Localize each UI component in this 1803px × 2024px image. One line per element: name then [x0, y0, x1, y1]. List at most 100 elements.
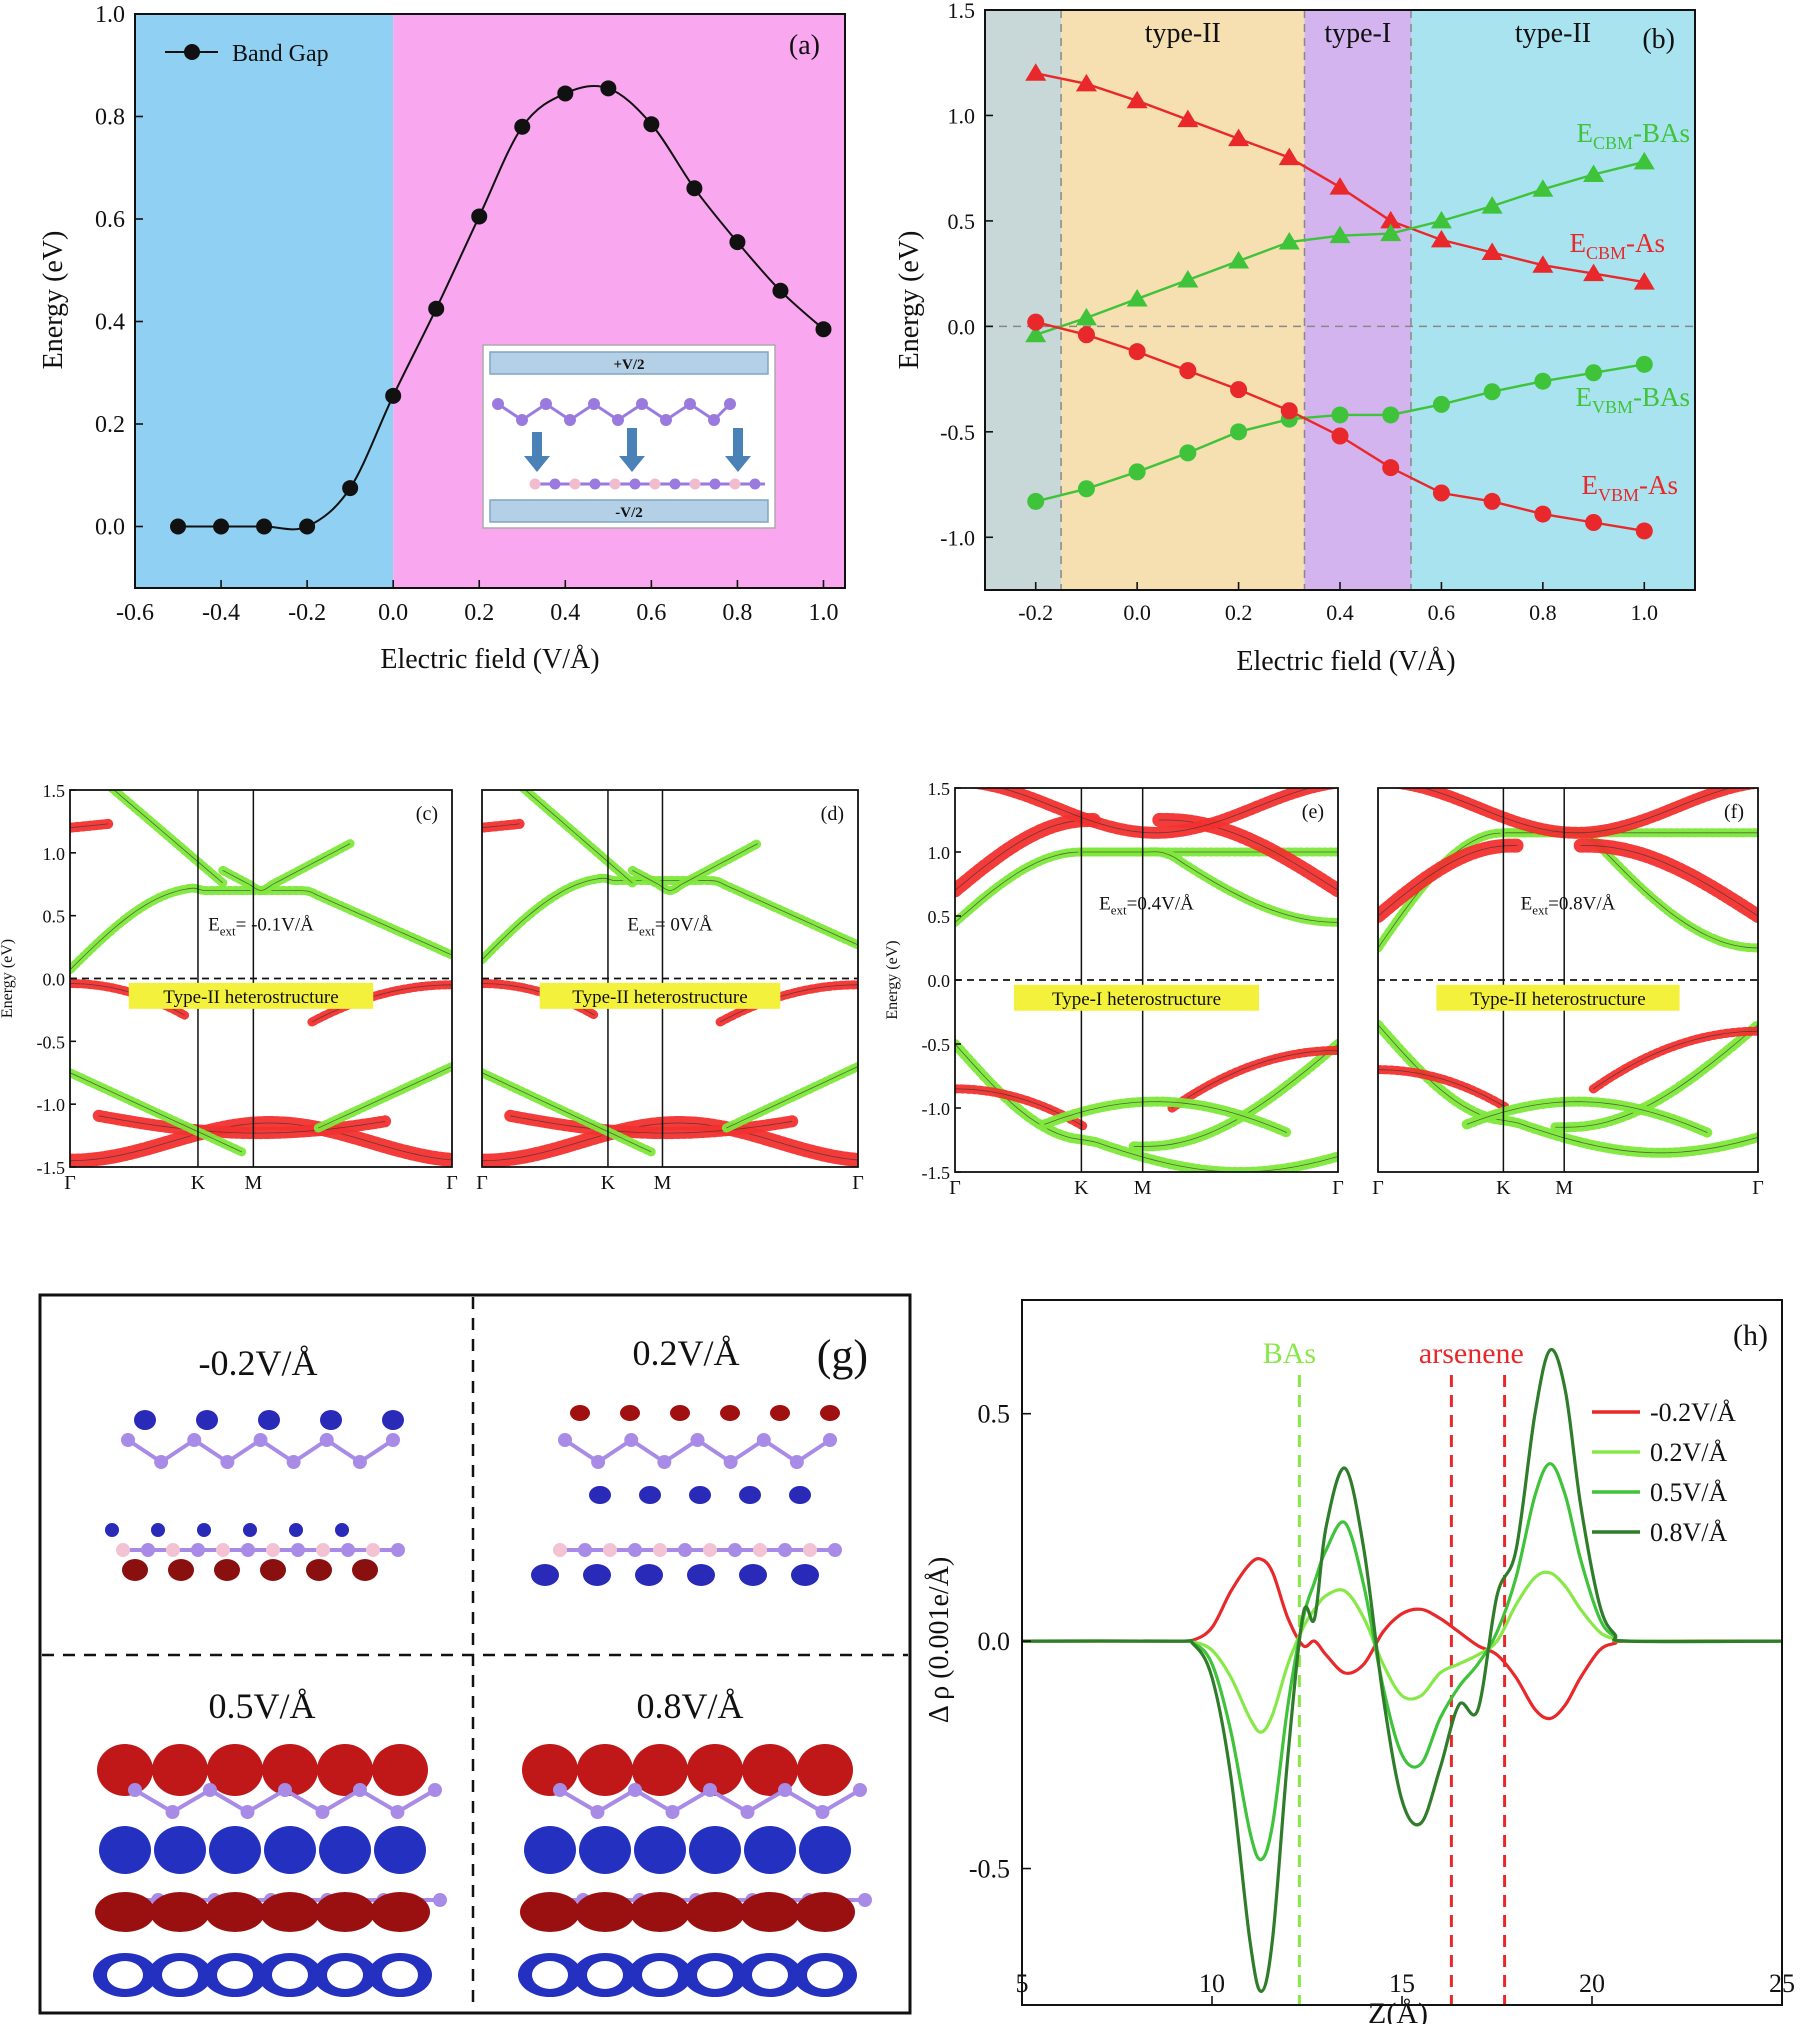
a-inset-top-label: +V/2: [613, 357, 644, 373]
b-series-1-point-11: [1583, 164, 1605, 183]
b-xtick-label-2: 0.2: [1225, 600, 1253, 625]
g-buckled-atom-4-3: [665, 1805, 680, 1819]
b-series-0-point-11: [1583, 263, 1605, 282]
d-field-label: Eext= 0V/Å: [627, 915, 712, 939]
band-structure-panels: Γ K M Γ (c) Eext= -0.1V/Å Type-II heterostruct…: [0, 779, 1764, 1199]
d-band-line-9: [482, 1072, 652, 1153]
b-series-3-point-10: [1534, 505, 1552, 523]
c-y-axis-label: Energy (eV): [0, 939, 16, 1018]
a-band-gap-curve: [178, 84, 825, 531]
g-flat-atom-2-3: [628, 1543, 642, 1557]
g-density-lobe-2-bot-1: [583, 1564, 611, 1586]
b-series-0-point-4: [1228, 128, 1250, 147]
f-band-line-3: [1580, 845, 1758, 917]
a-region-negative-field: [135, 14, 394, 588]
g-density-lobe-3-a-5: [372, 1744, 428, 1796]
f-frame: [1377, 787, 1759, 1173]
e-ytick-label-3: 0.0: [928, 971, 951, 991]
a-ytick-label-3: 0.6: [95, 207, 125, 233]
g-density-lobe-1-bot-0: [122, 1559, 148, 1581]
g-buckled-atom-2-1: [591, 1455, 606, 1469]
h-xtick-label-2: 15: [1389, 1969, 1415, 1998]
h-legend-label-1: 0.2V/Å: [1650, 1438, 1728, 1467]
e-kpoint-label-3: Γ: [1332, 1177, 1344, 1199]
b-xtick-label-0: -0.2: [1018, 600, 1053, 625]
b-series-2-point-0: [1027, 492, 1045, 510]
b-series-0-point-8: [1430, 229, 1452, 248]
g-density-hole-3-0: [107, 1961, 143, 1989]
g-buckled-atom-1-8: [386, 1433, 400, 1447]
a-point-10: [600, 80, 617, 97]
g-buckled-atom-3-3: [240, 1805, 255, 1819]
g-flat-atom-1-7: [291, 1543, 305, 1557]
panel-g-charge-density-images: (g) -0.2V/Å 0.2V/Å 0.5V/Å 0.8V/Å: [38, 1293, 912, 2015]
g-flat-atom-1-8: [316, 1543, 330, 1557]
g-density-lobe-3-a-0: [97, 1744, 153, 1796]
g-density-lobe-4-c-0: [520, 1892, 580, 1932]
f-type-label: Type-II heterostructure: [1470, 989, 1645, 1010]
f-kpoint-label-0: Γ: [1372, 1177, 1384, 1199]
g-flat-atom-2-1: [578, 1543, 592, 1557]
d-bands-group: [482, 790, 858, 1167]
f-band-line-7: [1378, 1069, 1505, 1107]
g-buckled-atom-2-8: [823, 1433, 837, 1447]
g-buckled-atom-1-0: [121, 1433, 135, 1447]
a-point-9: [557, 85, 574, 102]
g-density-lobe-2-top-2: [670, 1405, 690, 1421]
h-ytick-label-2: 0.5: [978, 1400, 1011, 1429]
b-series-3-point-8: [1432, 484, 1450, 502]
g-density-lobe-4-a-4: [742, 1744, 798, 1796]
g-buckled-atom-3-2: [203, 1783, 217, 1797]
a-y-axis-label: Energy (eV): [38, 231, 69, 370]
f-band-line-9: [1466, 1101, 1708, 1133]
panel-d-band-structure: Γ K M Γ (d) Eext= 0V/Å Type-II heterostructure: [476, 789, 864, 1194]
b-xtick-label-4: 0.6: [1428, 600, 1456, 625]
g-density-hole-4-5: [807, 1961, 843, 1989]
c-panel-label: (c): [416, 803, 438, 825]
g-density-lobe-3-c-2: [205, 1892, 265, 1932]
b-series-2-point-11: [1585, 364, 1603, 382]
g-buckled-atom-1-4: [253, 1433, 268, 1447]
d-type-label-bg: [539, 982, 781, 1009]
b-series-2-point-2: [1128, 463, 1146, 481]
a-xtick-label-1: -0.4: [202, 600, 240, 626]
g-density-lobe-2-bot-0: [531, 1564, 559, 1586]
g-density-lobe-4-c-1: [575, 1892, 635, 1932]
a-point-0: [170, 518, 187, 535]
g-flat-atom-1-10: [366, 1543, 380, 1557]
f-type-label-bg: [1436, 984, 1680, 1011]
g-buckled-atom-3-4: [278, 1783, 292, 1797]
g-buckled-atom-2-5: [723, 1455, 738, 1469]
a-inset-buckled-atoms: [492, 398, 736, 426]
g-density-lobe-2-mid-4: [789, 1486, 811, 1504]
a-inset-field-arrows: [524, 428, 751, 472]
a-inset-top-electrode: [489, 351, 769, 375]
h-x-axis-label: Z(Å): [1368, 1997, 1428, 2024]
d-band-line-2: [632, 843, 758, 891]
g-density-lobe-1-top-0: [134, 1410, 156, 1430]
b-series-3-point-5: [1280, 402, 1298, 420]
e-band-line-2: [955, 819, 1096, 891]
b-region-3: [1411, 10, 1695, 590]
a-point-7: [471, 208, 488, 225]
a-point-4: [342, 480, 359, 497]
g-density-hole-3-3: [272, 1961, 308, 1989]
c-band-line-3: [70, 823, 109, 829]
g-density-lobe-4-b-4: [744, 1826, 796, 1874]
g-flat-atom-1-3: [191, 1543, 205, 1557]
g-flat-atom-2-2: [603, 1543, 617, 1557]
c-kpoint-label-2: M: [244, 1172, 262, 1194]
b-region-label-3: type-II: [1515, 18, 1591, 49]
g-density-lobe-4-b-1: [579, 1826, 631, 1874]
g-buckled-atom-2-2: [624, 1433, 639, 1447]
g-buckled-atom-3-1: [165, 1805, 180, 1819]
b-region-2: [1304, 10, 1411, 590]
g-flat-atom-2-4: [653, 1543, 667, 1557]
g-flat-atom-1-11: [391, 1543, 405, 1557]
b-ytick-label-3: 0.5: [948, 209, 976, 234]
g-flat-atom-4-11: [858, 1893, 872, 1907]
f-band-line-6: [1555, 1024, 1758, 1128]
g-buckled-atom-4-1: [590, 1805, 605, 1819]
h-ytick-label-0: -0.5: [969, 1855, 1010, 1884]
c-type-label: Type-II heterostructure: [163, 987, 338, 1008]
